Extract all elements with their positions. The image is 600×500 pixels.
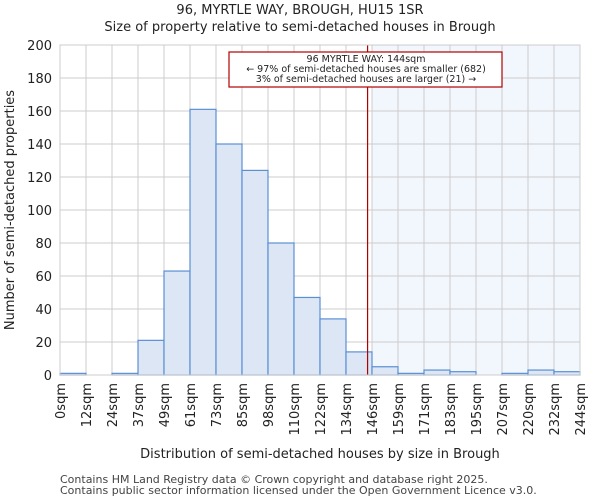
histogram-bar [137,339,165,376]
histogram-bar [423,369,451,376]
annotation-line: ← 97% of semi-detached houses are smalle… [246,64,486,75]
annotation-line: 96 MYRTLE WAY: 144sqm [307,54,426,65]
footer-line-1: Contains HM Land Registry data © Crown c… [60,473,488,486]
plot-frame [59,44,581,376]
x-tick-label: 122sqm [314,383,329,436]
x-tick-label: 146sqm [366,383,381,436]
x-tick-label: 220sqm [522,383,537,436]
y-axis-label: Number of semi-detached properties [3,90,18,330]
x-tick-label: 244sqm [574,383,589,436]
histogram-bar [163,270,191,376]
x-tick-label: 61sqm [184,383,199,427]
histogram-bar [189,108,217,376]
y-tick-label: 120 [27,171,52,186]
histogram-bar [371,366,399,376]
histogram-bar [215,143,243,376]
annotation-line: 3% of semi-detached houses are larger (2… [256,74,476,85]
histogram-bar [293,296,321,376]
x-tick-label: 232sqm [548,383,563,436]
y-tick-label: 0 [44,369,52,384]
x-tick-label: 12sqm [80,383,95,427]
histogram-bar [267,242,295,376]
x-tick-label: 195sqm [470,383,485,436]
x-tick-label: 171sqm [418,383,433,436]
annotation-box [228,51,503,88]
x-tick-label: 85sqm [236,383,251,427]
y-tick-label: 100 [27,204,52,219]
chart-subtitle: Size of property relative to semi-detach… [104,20,496,35]
x-tick-label: 37sqm [132,383,147,427]
x-tick-label: 49sqm [158,383,173,427]
y-tick-label: 60 [35,270,52,285]
y-tick-label: 140 [27,138,52,153]
histogram-bar [319,318,347,376]
x-tick-label: 0sqm [54,383,69,419]
histogram-bar [527,369,555,376]
histogram-bar [241,169,269,376]
x-tick-label: 110sqm [288,383,303,436]
x-tick-label: 183sqm [444,383,459,436]
x-tick-label: 207sqm [496,383,511,436]
y-tick-label: 160 [27,105,52,120]
x-tick-label: 73sqm [210,383,225,427]
y-tick-label: 200 [27,39,52,54]
y-tick-label: 40 [35,303,52,318]
y-tick-label: 80 [35,237,52,252]
y-tick-label: 20 [35,336,52,351]
x-axis-label: Distribution of semi-detached houses by … [140,447,500,462]
x-tick-label: 159sqm [392,383,407,436]
chart-title: 96, MYRTLE WAY, BROUGH, HU15 1SR [176,3,424,18]
x-tick-label: 98sqm [262,383,277,427]
footer-line-2: Contains public sector information licen… [60,484,537,497]
y-tick-label: 180 [27,72,52,87]
x-tick-label: 134sqm [340,383,355,436]
x-tick-label: 24sqm [106,383,121,427]
